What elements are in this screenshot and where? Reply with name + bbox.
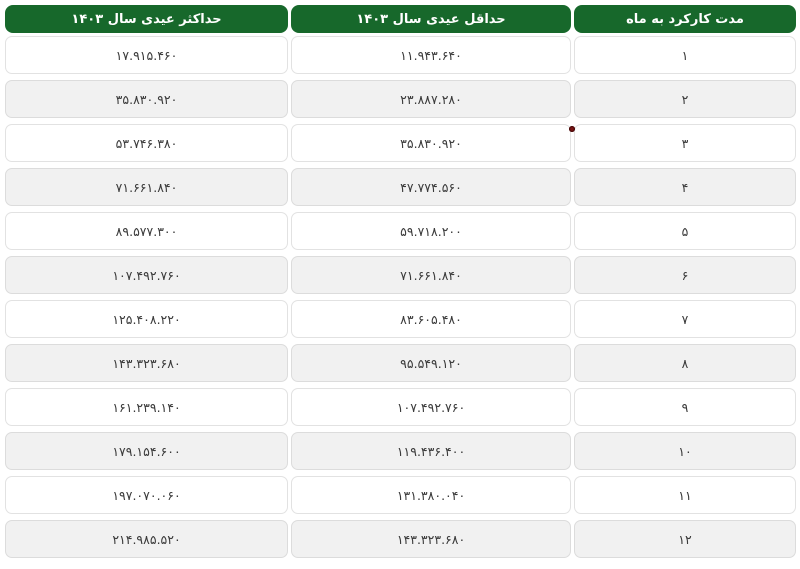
column-header-work-duration: مدت کارکرد به ماه xyxy=(574,5,796,33)
min-eidi-cell: ۱۱۹.۴۳۶.۴۰۰ xyxy=(291,432,571,470)
min-eidi-cell: ۱۳۱.۳۸۰.۰۴۰ xyxy=(291,476,571,514)
table-row: ۸ ۹۵.۵۴۹.۱۲۰ ۱۴۳.۳۲۳.۶۸۰ xyxy=(5,344,796,382)
max-eidi-cell: ۱۷۹.۱۵۴.۶۰۰ xyxy=(5,432,288,470)
red-dot-artifact xyxy=(569,126,575,132)
min-eidi-cell: ۴۷.۷۷۴.۵۶۰ xyxy=(291,168,571,206)
month-cell: ۸ xyxy=(574,344,796,382)
column-header-min-eidi: حداقل عیدی سال ۱۴۰۳ xyxy=(291,5,571,33)
column-header-max-eidi: حداکثر عیدی سال ۱۴۰۳ xyxy=(5,5,288,33)
month-cell: ۴ xyxy=(574,168,796,206)
month-cell: ۷ xyxy=(574,300,796,338)
month-cell: ۱۱ xyxy=(574,476,796,514)
min-eidi-cell: ۱۱.۹۴۳.۶۴۰ xyxy=(291,36,571,74)
month-cell: ۵ xyxy=(574,212,796,250)
month-cell: ۹ xyxy=(574,388,796,426)
max-eidi-cell: ۱۶۱.۲۳۹.۱۴۰ xyxy=(5,388,288,426)
month-cell: ۱ xyxy=(574,36,796,74)
table-row: ۴ ۴۷.۷۷۴.۵۶۰ ۷۱.۶۶۱.۸۴۰ xyxy=(5,168,796,206)
max-eidi-cell: ۷۱.۶۶۱.۸۴۰ xyxy=(5,168,288,206)
min-eidi-cell: ۲۳.۸۸۷.۲۸۰ xyxy=(291,80,571,118)
min-eidi-cell: ۱۴۳.۳۲۳.۶۸۰ xyxy=(291,520,571,558)
max-eidi-cell: ۸۹.۵۷۷.۳۰۰ xyxy=(5,212,288,250)
table-row: ۵ ۵۹.۷۱۸.۲۰۰ ۸۹.۵۷۷.۳۰۰ xyxy=(5,212,796,250)
max-eidi-cell: ۲۱۴.۹۸۵.۵۲۰ xyxy=(5,520,288,558)
month-cell: ۶ xyxy=(574,256,796,294)
table-row: ۳ ۳۵.۸۳۰.۹۲۰ ۵۳.۷۴۶.۳۸۰ xyxy=(5,124,796,162)
min-eidi-cell: ۱۰۷.۴۹۲.۷۶۰ xyxy=(291,388,571,426)
max-eidi-cell: ۵۳.۷۴۶.۳۸۰ xyxy=(5,124,288,162)
table-header-row: مدت کارکرد به ماه حداقل عیدی سال ۱۴۰۳ حد… xyxy=(5,5,796,33)
table-body: ۱ ۱۱.۹۴۳.۶۴۰ ۱۷.۹۱۵.۴۶۰ ۲ ۲۳.۸۸۷.۲۸۰ ۳۵.… xyxy=(5,36,796,558)
max-eidi-cell: ۱۲۵.۴۰۸.۲۲۰ xyxy=(5,300,288,338)
table-row: ۱۰ ۱۱۹.۴۳۶.۴۰۰ ۱۷۹.۱۵۴.۶۰۰ xyxy=(5,432,796,470)
table-row: ۷ ۸۳.۶۰۵.۴۸۰ ۱۲۵.۴۰۸.۲۲۰ xyxy=(5,300,796,338)
min-eidi-cell: ۳۵.۸۳۰.۹۲۰ xyxy=(291,124,571,162)
month-cell: ۲ xyxy=(574,80,796,118)
table-row: ۱ ۱۱.۹۴۳.۶۴۰ ۱۷.۹۱۵.۴۶۰ xyxy=(5,36,796,74)
max-eidi-cell: ۱۷.۹۱۵.۴۶۰ xyxy=(5,36,288,74)
table-row: ۹ ۱۰۷.۴۹۲.۷۶۰ ۱۶۱.۲۳۹.۱۴۰ xyxy=(5,388,796,426)
month-cell: ۱۲ xyxy=(574,520,796,558)
month-cell: ۳ xyxy=(574,124,796,162)
table-row: ۱۲ ۱۴۳.۳۲۳.۶۸۰ ۲۱۴.۹۸۵.۵۲۰ xyxy=(5,520,796,558)
max-eidi-cell: ۱۴۳.۳۲۳.۶۸۰ xyxy=(5,344,288,382)
min-eidi-cell: ۷۱.۶۶۱.۸۴۰ xyxy=(291,256,571,294)
min-eidi-cell: ۹۵.۵۴۹.۱۲۰ xyxy=(291,344,571,382)
max-eidi-cell: ۱۰۷.۴۹۲.۷۶۰ xyxy=(5,256,288,294)
min-eidi-cell: ۵۹.۷۱۸.۲۰۰ xyxy=(291,212,571,250)
month-cell: ۱۰ xyxy=(574,432,796,470)
max-eidi-cell: ۳۵.۸۳۰.۹۲۰ xyxy=(5,80,288,118)
max-eidi-cell: ۱۹۷.۰۷۰.۰۶۰ xyxy=(5,476,288,514)
min-eidi-cell: ۸۳.۶۰۵.۴۸۰ xyxy=(291,300,571,338)
table-row: ۶ ۷۱.۶۶۱.۸۴۰ ۱۰۷.۴۹۲.۷۶۰ xyxy=(5,256,796,294)
table-row: ۲ ۲۳.۸۸۷.۲۸۰ ۳۵.۸۳۰.۹۲۰ xyxy=(5,80,796,118)
table-row: ۱۱ ۱۳۱.۳۸۰.۰۴۰ ۱۹۷.۰۷۰.۰۶۰ xyxy=(5,476,796,514)
